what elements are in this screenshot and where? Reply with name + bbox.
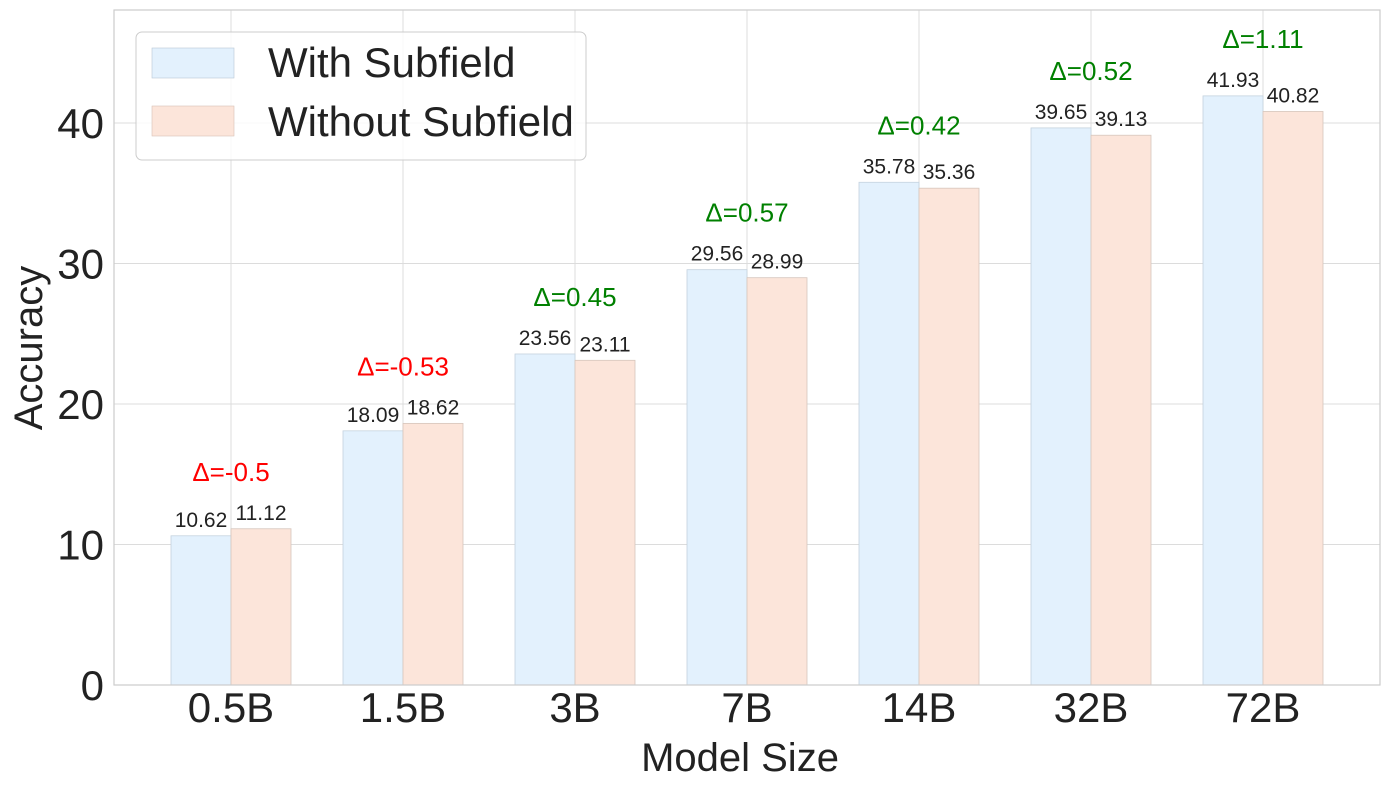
bar-value-label: 18.09 [347, 404, 400, 427]
bar-without-subfield [1262, 111, 1324, 686]
bar-value-label: 35.36 [923, 161, 976, 184]
bar-value-label: 10.62 [175, 509, 228, 532]
legend-swatch-without-subfield [151, 105, 235, 137]
bar-without-subfield [230, 528, 292, 686]
delta-annotation: Δ=0.42 [877, 110, 960, 140]
delta-annotation: Δ=-0.53 [357, 351, 449, 381]
bar-value-label: 23.56 [519, 327, 572, 350]
bar-value-label: 29.56 [691, 243, 744, 266]
bar-value-label: 23.11 [580, 333, 631, 356]
y-tick-label: 10 [57, 522, 104, 569]
bar-with-subfield [1030, 127, 1092, 686]
x-axis-label: Model Size [641, 736, 839, 780]
x-tick-label: 3B [549, 684, 600, 731]
x-tick-label: 0.5B [188, 684, 274, 731]
bar-value-label: 39.13 [1095, 108, 1148, 131]
bar-value-label: 11.12 [236, 502, 287, 525]
delta-annotation: Δ=0.57 [705, 198, 788, 228]
x-tick-label: 32B [1054, 684, 1129, 731]
delta-annotation: Δ=0.45 [533, 282, 616, 312]
bar-without-subfield [918, 187, 980, 686]
bar-with-subfield [170, 535, 232, 686]
bar-with-subfield [514, 353, 576, 686]
bar-with-subfield [1202, 95, 1264, 686]
bar-without-subfield [746, 277, 808, 686]
bar-with-subfield [858, 181, 920, 686]
legend: With Subfield Without Subfield [135, 31, 587, 161]
legend-label-with-subfield: With Subfield [268, 39, 515, 86]
x-tick-label: 1.5B [360, 684, 446, 731]
bar-value-label: 28.99 [751, 251, 804, 274]
bar-value-label: 40.82 [1267, 84, 1320, 107]
plot-frame [113, 9, 1381, 686]
y-axis-label: Accuracy [7, 266, 51, 431]
bar-value-label: 35.78 [863, 155, 916, 178]
legend-label-without-subfield: Without Subfield [268, 98, 574, 145]
delta-annotation: Δ=1.11 [1222, 24, 1303, 54]
bar-without-subfield [1090, 134, 1152, 686]
x-tick-label: 72B [1226, 684, 1301, 731]
bar-value-label: 18.62 [407, 396, 460, 419]
bar-without-subfield [574, 359, 636, 686]
y-tick-label: 30 [57, 241, 104, 288]
bars [170, 95, 1324, 686]
bar-value-label: 39.65 [1035, 101, 1088, 124]
bar-value-labels: 10.62 11.12 18.09 18.62 23.56 23.11 29.56 28.99… [175, 69, 1320, 532]
y-tick-label: 40 [57, 100, 104, 147]
bar-with-subfield [342, 430, 404, 686]
x-tick-labels: 0.5B 1.5B 3B 7B 14B 32B 72B [188, 684, 1301, 731]
y-tick-labels: 0 10 20 30 40 [57, 100, 104, 709]
legend-box [135, 31, 587, 161]
y-tick-label: 20 [57, 381, 104, 428]
legend-swatch-with-subfield [151, 47, 235, 79]
delta-annotation: Δ=0.52 [1049, 56, 1132, 86]
x-tick-label: 7B [721, 684, 772, 731]
x-tick-label: 14B [882, 684, 957, 731]
bar-with-subfield [686, 269, 748, 686]
delta-annotation: Δ=-0.5 [192, 457, 269, 487]
bar-value-label: 41.93 [1207, 69, 1260, 92]
bar-without-subfield [402, 422, 464, 686]
delta-annotations: Δ=-0.5 Δ=-0.53 Δ=0.45 Δ=0.57 Δ=0.42 Δ=0.52 Δ=1… [192, 24, 1303, 487]
y-tick-label: 0 [81, 662, 104, 709]
